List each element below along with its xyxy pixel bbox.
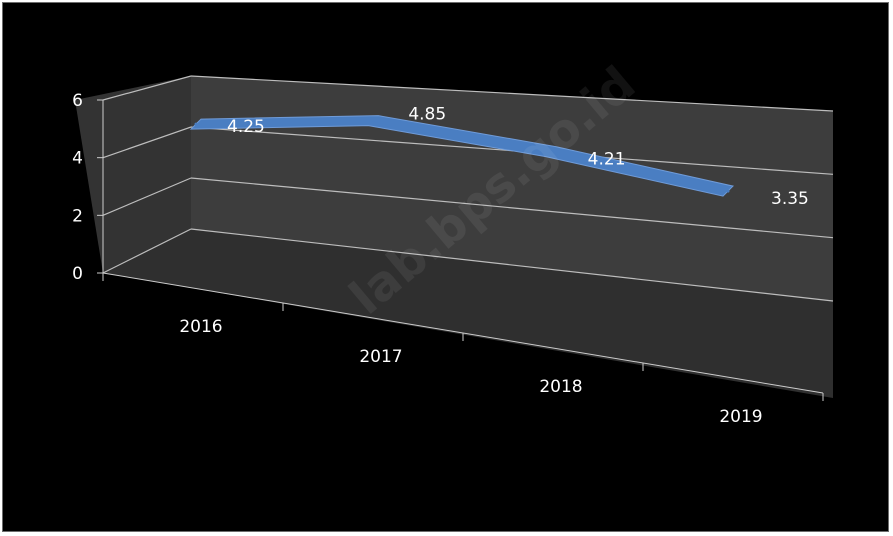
- gridline: [102, 177, 192, 216]
- data-label: 4.25: [227, 117, 265, 137]
- x-axis: 2016 2017 2018 2019: [102, 272, 824, 427]
- data-labels: 4.25 4.85 4.21 3.35: [227, 105, 809, 209]
- y-tick-label: 6: [72, 91, 83, 111]
- y-tick-label: 2: [72, 206, 83, 226]
- gridline: [190, 75, 834, 112]
- data-point: [194, 122, 198, 126]
- data-label: 3.35: [771, 189, 809, 209]
- x-tick-label: 2019: [719, 407, 762, 427]
- x-tick-label: 2016: [179, 317, 222, 337]
- data-label: 4.85: [408, 105, 446, 125]
- y-axis: 0 2 4 6: [72, 91, 104, 284]
- data-label: 4.21: [588, 150, 626, 170]
- y-tick-label: 4: [72, 149, 83, 169]
- gridline: [102, 228, 192, 274]
- chart-floor: [103, 229, 833, 398]
- y-tick-label: 0: [72, 264, 83, 284]
- data-point: [371, 119, 375, 123]
- x-tick-label: 2017: [359, 347, 402, 367]
- chart-back-wall: [191, 76, 833, 301]
- series-line: [189, 115, 734, 197]
- gridline: [190, 177, 834, 239]
- gridline: [102, 75, 192, 101]
- data-point: [549, 150, 553, 154]
- gridline: [102, 126, 192, 159]
- chart-side-wall: [75, 76, 191, 273]
- x-tick-label: 2018: [539, 377, 582, 397]
- gridline: [190, 228, 834, 302]
- data-point: [726, 189, 730, 193]
- series-ribbon: [189, 115, 734, 197]
